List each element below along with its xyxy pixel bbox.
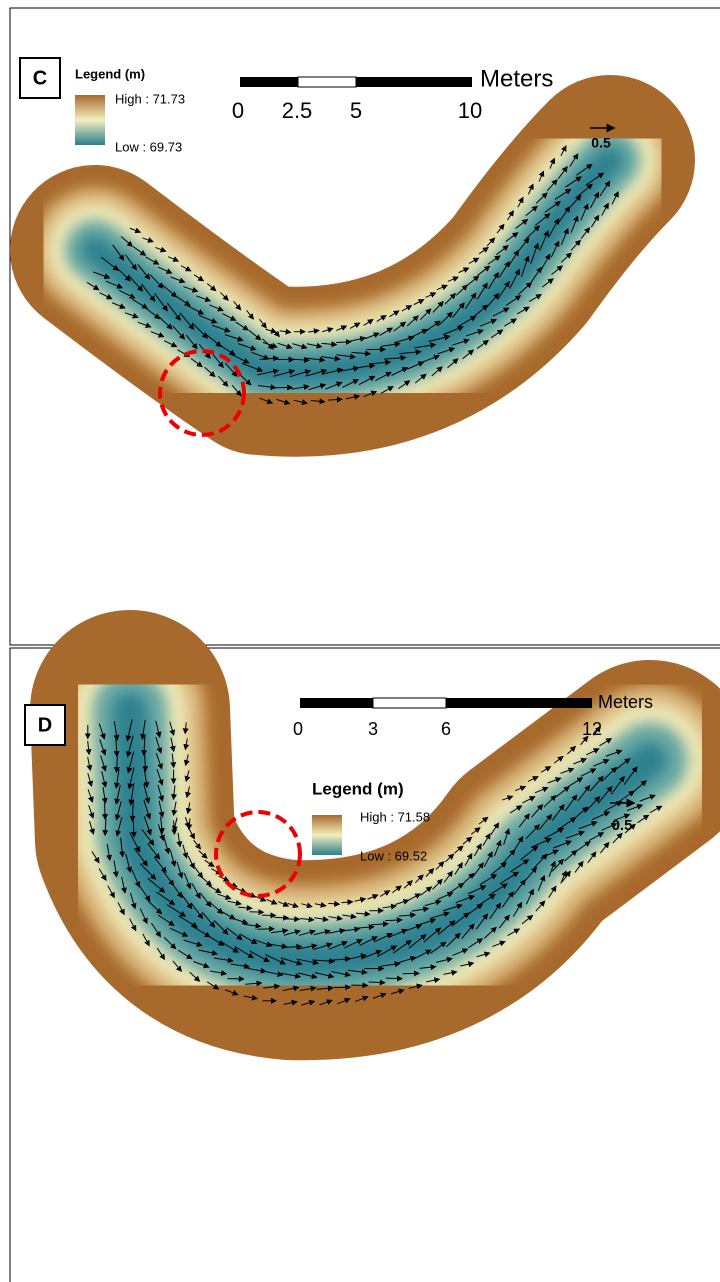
flow-arrow xyxy=(385,920,402,921)
scale-label: 3 xyxy=(368,719,378,739)
river-map xyxy=(95,160,610,372)
panel-label: C xyxy=(33,67,47,89)
flow-arrow xyxy=(334,987,350,988)
legend-high: High : 71.73 xyxy=(115,91,185,106)
scale-label: 12 xyxy=(582,719,602,739)
scale-bar xyxy=(356,77,472,87)
legend-ramp xyxy=(312,815,342,855)
legend-low: Low : 69.73 xyxy=(115,139,182,154)
vector-scale-label: 0.5 xyxy=(591,135,611,151)
flow-arrow xyxy=(274,917,288,918)
scale-label: 6 xyxy=(441,719,451,739)
flow-arrow xyxy=(250,912,264,913)
scale-bar xyxy=(300,698,373,708)
scale-bar xyxy=(240,77,298,87)
flow-arrow xyxy=(386,978,402,979)
legend-low: Low : 69.52 xyxy=(360,848,427,863)
page: {"panels": [ {"label": "C", "legend": {"… xyxy=(0,0,720,1282)
scale-unit: Meters xyxy=(598,692,653,712)
scale-label: 0 xyxy=(232,98,244,123)
scale-label: 0 xyxy=(293,719,303,739)
scale-label: 2.5 xyxy=(282,98,313,123)
scale-bar xyxy=(373,698,446,708)
figure: C Legend (m) High : 71.73 Low : 69.73 0 … xyxy=(0,0,720,1282)
panel-label: D xyxy=(38,714,52,736)
river-map xyxy=(130,710,650,960)
scale-bar xyxy=(298,77,356,87)
legend-high: High : 71.58 xyxy=(360,809,430,824)
scale-bar xyxy=(446,698,592,708)
scale-unit: Meters xyxy=(480,65,553,92)
scale-label: 10 xyxy=(458,98,482,123)
flow-arrow xyxy=(257,929,274,930)
legend-title: Legend (m) xyxy=(75,66,145,81)
legend-title: Legend (m) xyxy=(312,779,404,798)
scale-label: 5 xyxy=(350,98,362,123)
vector-scale-label: 0.5 xyxy=(612,817,633,834)
legend-ramp xyxy=(75,95,105,145)
